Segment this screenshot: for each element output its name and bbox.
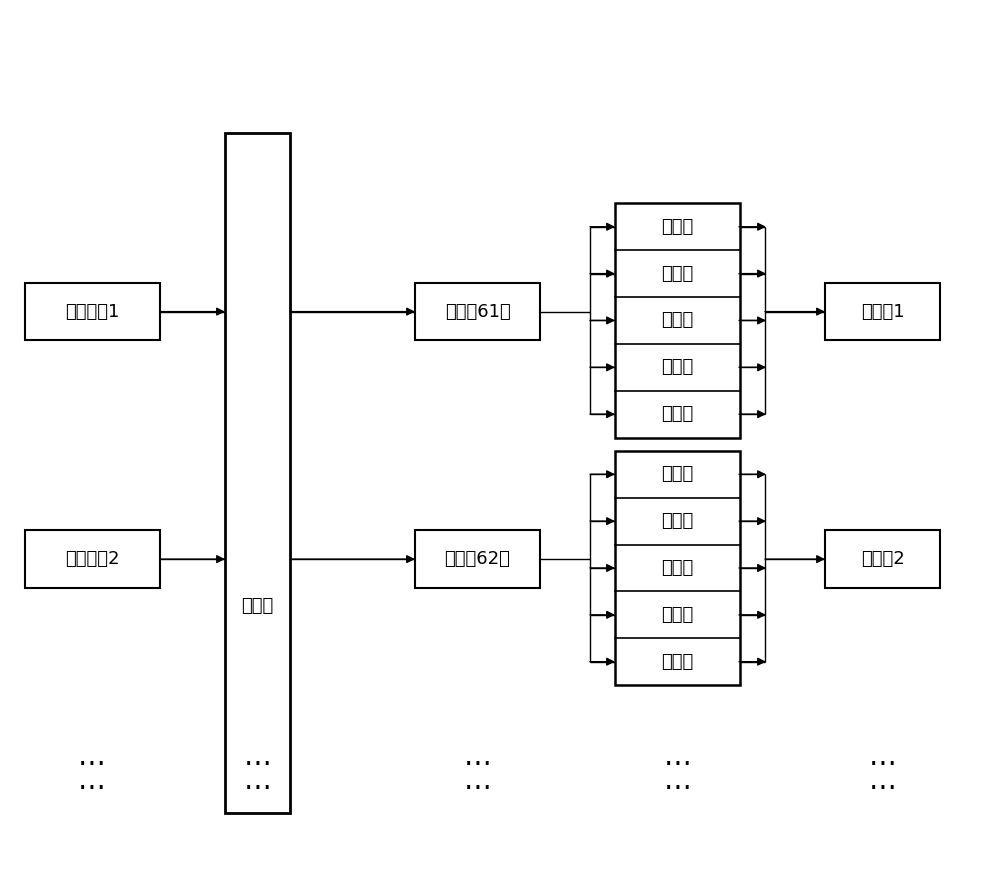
Text: …
…: … … [664,743,692,795]
Bar [415,283,540,340]
Text: 组合阖62联: 组合阖62联 [445,550,510,568]
Text: 比例阀: 比例阀 [661,311,694,330]
Text: 比例阀: 比例阀 [661,512,694,530]
Text: …
…: … … [244,743,272,795]
Text: …
…: … … [869,743,897,795]
Text: 主动输入1: 主动输入1 [65,302,120,321]
Text: 比例阀: 比例阀 [661,652,694,671]
Text: 比例阀: 比例阀 [661,217,694,236]
Bar [825,530,940,588]
Text: 主动输入2: 主动输入2 [65,550,120,568]
Text: 比例阀: 比例阀 [661,264,694,283]
Text: 执行器1: 执行器1 [861,302,904,321]
Text: …
…: … … [464,743,492,795]
Bar [25,283,160,340]
Bar [415,530,540,588]
Text: …
…: … … [78,743,106,795]
Bar [225,133,290,813]
Bar [615,203,740,438]
Bar [615,451,740,685]
Text: 比例阀: 比例阀 [661,358,694,377]
Text: 比例阀: 比例阀 [661,405,694,423]
Bar [825,283,940,340]
Text: 比例阀: 比例阀 [661,606,694,624]
Text: 组合阖61联: 组合阖61联 [445,302,510,321]
Text: 控制器: 控制器 [241,597,274,614]
Bar [25,530,160,588]
Text: 比例阀: 比例阀 [661,559,694,577]
Text: 比例阀: 比例阀 [661,465,694,484]
Text: 执行器2: 执行器2 [861,550,904,568]
